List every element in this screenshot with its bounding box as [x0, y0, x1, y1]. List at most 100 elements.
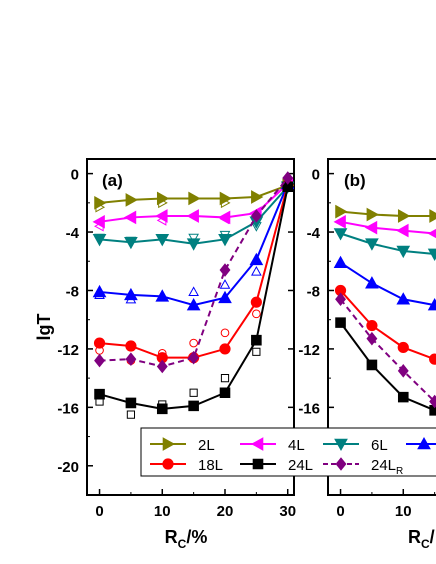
panel-a-plot: [92, 171, 294, 419]
panel-a-series-24l-open-point: [189, 388, 198, 397]
panel-b-ticks: 0 -4 -8 -12 -16 0 10: [298, 167, 436, 520]
panel-b-series-6l: [333, 228, 436, 261]
panel-a-ticks: 0 -4 -8 -12 -16 -20 0 10 20 30: [57, 167, 296, 520]
panel-a-series-2l-open-point: [95, 201, 106, 213]
panel-b-series-24lr-point: [429, 394, 436, 409]
panel-a-series-24l-point: [188, 400, 199, 412]
legend-label-main: 2L: [198, 437, 215, 454]
panel-b-series-8l-point: [427, 298, 436, 311]
panel-a-xlabel-sub: C: [178, 537, 187, 551]
panel-b-series-2l: [335, 204, 436, 223]
panel-a-ytick-label: -12: [57, 342, 79, 359]
panel-b-x-axis-label: RC/: [408, 527, 435, 551]
panel-a-series-2l-point: [156, 191, 170, 206]
panel-a-series-4l-point: [186, 209, 199, 223]
panel-a-series-24lr: [94, 171, 294, 374]
panel-b-ytick-label: -12: [298, 342, 320, 359]
panel-a-series-2l-open-point: [158, 197, 168, 209]
panel-a-series-24lr-point: [250, 209, 262, 223]
panel-a-ytick-label: -16: [57, 400, 79, 417]
panel-a-frame: [86, 158, 295, 496]
panel-b-series-6l-point: [427, 248, 436, 261]
legend-label-main: 18L: [198, 457, 223, 474]
legend-marker: [162, 458, 174, 470]
legend-marker: [335, 457, 347, 471]
panel-b-plot: [333, 204, 436, 416]
legend-label-sub: R: [396, 466, 403, 477]
panel-b-series-8l-point: [333, 255, 348, 269]
panel-b-xtick-label: 10: [395, 503, 412, 520]
panel-a-series-8l-open-point: [188, 286, 199, 297]
panel-a-series-4l-point: [123, 210, 137, 225]
legend-entry: 18L: [150, 457, 223, 474]
panel-b-series-6l-point: [365, 238, 379, 251]
panel-a-xtick-label: 30: [279, 503, 296, 520]
panel-b-series-24l-point: [366, 359, 378, 371]
panel-b-series-24l-point: [397, 391, 409, 403]
legend-entry: 4L: [240, 437, 305, 454]
panel-a-xtick-label: 20: [217, 503, 234, 520]
y-axis-label: lgT: [34, 314, 54, 341]
panel-a-series-24l-point: [156, 403, 168, 415]
panel-a-series-4l-point: [155, 209, 168, 223]
panel-b-series-18l-point: [429, 353, 436, 365]
panel-b-xtick-label: 0: [336, 503, 344, 520]
panel-a-series-4l: [92, 176, 294, 232]
panel-a-series-24l-open-point: [252, 347, 261, 356]
panel-b-series-24lr-line: [339, 298, 436, 403]
panel-b-series-24l-line: [339, 322, 436, 412]
legend-label: 6L: [371, 437, 388, 454]
panel-a-series-8l-open-point: [219, 279, 231, 289]
panel-b-ytick-label: 0: [312, 167, 320, 184]
panel-b-xlabel-suffix: /: [430, 527, 435, 547]
panel-b-series-4l-point: [333, 214, 346, 229]
panel-b-series-8l-point: [365, 276, 379, 289]
panel-a-series-24l-point: [251, 334, 262, 346]
panel-a-series-24lr-point: [219, 263, 231, 277]
panel-b-series-18l-point: [366, 319, 378, 332]
panel-a-series-24l-open-point: [126, 410, 136, 419]
panel-b-label: (b): [344, 171, 366, 190]
panel-a-series-18l-open-point: [220, 328, 230, 338]
panel-a-xtick-label: 10: [154, 503, 171, 520]
panel-a-series-18l-point: [250, 296, 262, 308]
panel-b-series-8l-point: [396, 292, 411, 305]
panel-a-series-4l-open-point: [156, 215, 167, 226]
legend-label: 24L: [288, 457, 313, 474]
panel-a-series-18l-open-point: [157, 348, 167, 358]
panel-a-series-24l-open-point: [95, 397, 104, 406]
legend-marker: [250, 437, 264, 451]
panel-a-series-8l-open-point: [125, 293, 137, 304]
panel-a-series-8l-point: [218, 290, 232, 304]
panel-a-series-6l-point: [155, 234, 170, 247]
panel-a-xlabel-suffix: /%: [186, 527, 207, 547]
legend-box: [140, 427, 436, 477]
panel-b-series-6l-point: [396, 245, 411, 259]
panel-a-series-18l-point: [93, 337, 106, 349]
panel-b-series-18l: [334, 284, 436, 365]
panel-b-series-2l-point: [366, 207, 379, 222]
panel-a-series-18l-point: [219, 343, 231, 355]
legend-label: 18L: [198, 457, 223, 474]
panel-b-series-24lr-point: [397, 364, 409, 378]
panel-a-series-8l-point: [155, 289, 170, 302]
panel-b-series-18l-line: [339, 289, 435, 361]
panel-a-series-8l-open-point: [94, 289, 105, 299]
panel-a-xtick-label: 0: [95, 503, 103, 520]
panel-b-series-8l-line: [339, 261, 435, 307]
panel-b-series-4l-point: [396, 223, 409, 238]
panel-a-label: (a): [102, 171, 123, 190]
panel-b-series-24lr: [335, 292, 436, 409]
panel-b-ytick-label: -4: [307, 225, 321, 242]
panel-a-series-4l-point: [92, 214, 105, 229]
panel-a-series-2l-point: [251, 190, 264, 204]
panel-a-series-2l-open-point: [220, 197, 231, 209]
panel-b-ytick-label: -16: [298, 400, 320, 417]
panel-a-xlabel-main: R: [165, 527, 178, 547]
panel-a-series-8l-point: [249, 252, 264, 266]
panel-a-series-4l-point: [217, 210, 231, 225]
panel-a-ytick-label: -4: [66, 225, 80, 242]
panel-b-series-6l-line: [340, 232, 435, 255]
legend-marker: [252, 458, 264, 470]
